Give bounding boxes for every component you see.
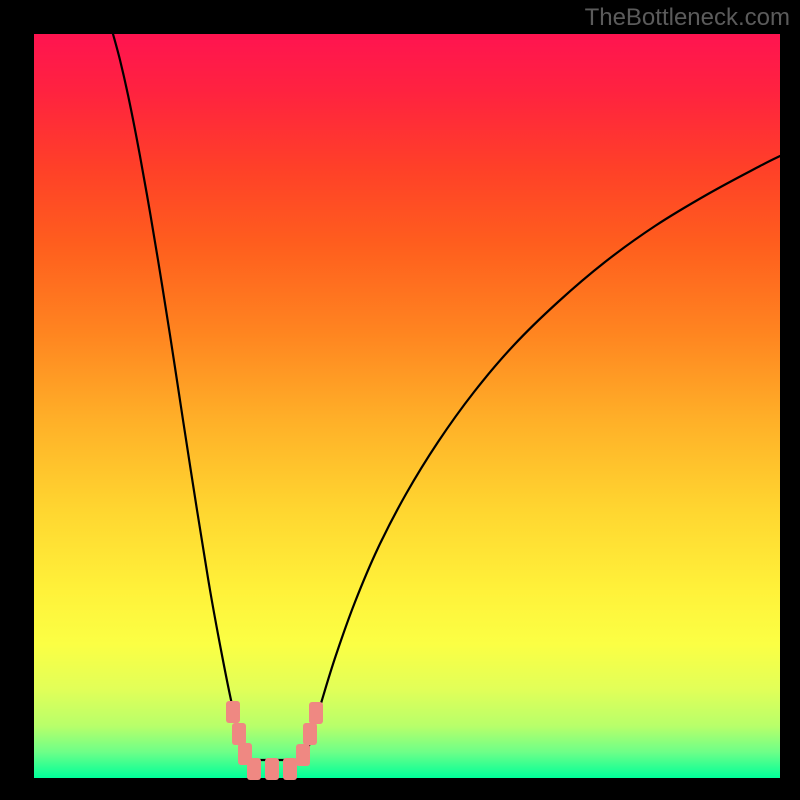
plot-area [34,34,780,778]
valley-marker [265,758,279,780]
valley-marker [283,758,297,780]
valley-marker [309,702,323,724]
valley-marker [303,723,317,745]
valley-marker [247,758,261,780]
valley-marker [232,723,246,745]
valley-marker [226,701,240,723]
curve-svg [0,0,800,800]
chart-container: TheBottleneck.com [0,0,800,800]
watermark-label: TheBottleneck.com [585,4,790,32]
curve-right [305,156,780,760]
curve-left [113,34,247,760]
valley-marker [296,744,310,766]
